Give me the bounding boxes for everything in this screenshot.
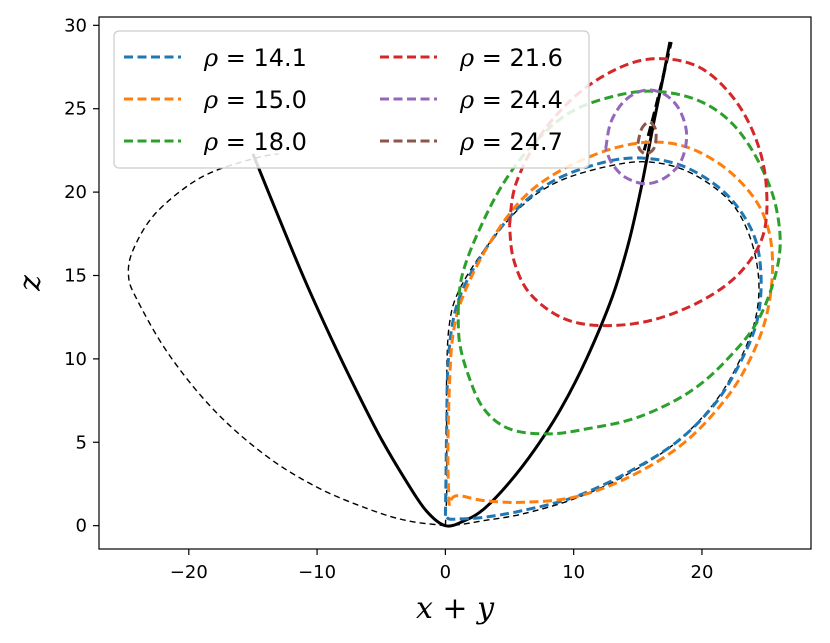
x-tick-label: −20 <box>170 562 208 583</box>
legend: ρ = 14.1ρ = 15.0ρ = 18.0ρ = 21.6ρ = 24.4… <box>113 30 590 169</box>
y-tick-label: 30 <box>64 15 87 36</box>
legend-symbol: ρ <box>459 44 474 72</box>
reference-curve-1 <box>251 41 672 528</box>
y-tick-label: 5 <box>76 432 87 453</box>
legend-label: ρ = 15.0 <box>203 86 307 114</box>
plot-frame <box>98 16 812 550</box>
series-line-2 <box>446 140 775 506</box>
x-axis-label: x + y <box>416 591 495 626</box>
legend-label: ρ = 14.1 <box>203 44 307 72</box>
x-tick-label: 10 <box>562 562 585 583</box>
series-line-5 <box>604 88 689 186</box>
reference-curve-3 <box>444 161 760 527</box>
y-tick-label: 25 <box>64 99 87 120</box>
y-tick-label: 15 <box>64 265 87 286</box>
legend-symbol: ρ <box>203 44 218 72</box>
legend-value: = 14.1 <box>218 44 307 72</box>
legend-label: ρ = 18.0 <box>203 128 307 156</box>
legend-label: ρ = 21.6 <box>459 44 563 72</box>
y-axis-label: z <box>13 275 48 292</box>
legend-box <box>113 30 590 169</box>
legend-label: ρ = 24.4 <box>459 86 563 114</box>
x-tick-label: −10 <box>298 562 336 583</box>
legend-value: = 24.7 <box>474 128 563 156</box>
legend-label: ρ = 24.7 <box>459 128 563 156</box>
x-tick-label: 20 <box>691 562 714 583</box>
legend-value: = 15.0 <box>218 86 307 114</box>
y-tick-label: 0 <box>76 516 87 537</box>
x-tick-label: 0 <box>440 562 451 583</box>
y-tick-label: 20 <box>64 182 87 203</box>
reference-curve-2 <box>127 153 446 527</box>
series-line-1 <box>443 156 763 521</box>
legend-symbol: ρ <box>459 86 474 114</box>
legend-symbol: ρ <box>203 128 218 156</box>
y-tick-label: 10 <box>64 349 87 370</box>
legend-symbol: ρ <box>459 128 474 156</box>
legend-value: = 24.4 <box>474 86 563 114</box>
legend-value: = 18.0 <box>218 128 307 156</box>
legend-value: = 21.6 <box>474 44 563 72</box>
series-line-6 <box>636 120 658 156</box>
legend-symbol: ρ <box>203 86 218 114</box>
